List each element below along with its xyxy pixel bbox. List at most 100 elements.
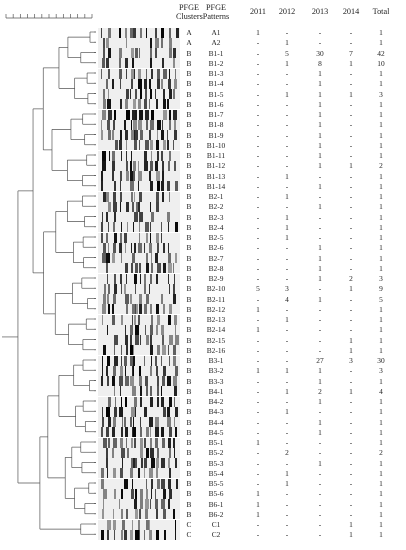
- cell-y2014: -: [349, 110, 353, 119]
- gel-band: [119, 232, 123, 243]
- cell-total: 1: [379, 253, 383, 263]
- cell-y2013: -: [318, 304, 322, 314]
- cell-y2012: -: [285, 253, 289, 263]
- gel-band: [139, 386, 142, 397]
- cell-total: 1: [379, 397, 383, 406]
- cell-y2013: 27: [316, 356, 324, 365]
- cell-y2011: -: [256, 335, 260, 345]
- cell-cluster: B: [186, 110, 192, 119]
- gel-band: [108, 201, 111, 212]
- cell-pattern: B2-6: [208, 243, 224, 253]
- gel-band: [157, 263, 161, 274]
- cell-total: 1: [379, 99, 383, 109]
- cell-y2013: 1: [318, 263, 322, 273]
- gel-band: [172, 89, 175, 99]
- cell-cluster: B: [186, 161, 192, 171]
- cell-pattern: B3-3: [208, 376, 224, 386]
- gel-band: [108, 109, 112, 120]
- gel-band: [119, 499, 121, 509]
- gel-band: [155, 509, 158, 520]
- gel-band: [162, 171, 165, 181]
- gel-band: [138, 294, 142, 304]
- gel-band: [131, 150, 133, 161]
- gel-band: [134, 212, 138, 222]
- gel-band: [107, 222, 110, 233]
- cell-y2011: 5: [256, 284, 260, 294]
- cell-cluster: B: [186, 202, 192, 212]
- gel-band: [124, 119, 127, 130]
- gel-band: [139, 130, 143, 140]
- gel-lane: [98, 396, 180, 407]
- gel-band: [143, 78, 147, 89]
- gel-band: [162, 376, 166, 386]
- gel-band: [105, 365, 108, 376]
- gel-band: [144, 376, 148, 386]
- cell-cluster: B: [186, 48, 192, 58]
- gel-band: [132, 253, 135, 263]
- gel-band: [125, 99, 128, 110]
- gel-band: [135, 48, 138, 58]
- gel-band: [167, 345, 169, 356]
- gel-band: [149, 78, 152, 89]
- gel-band: [125, 376, 129, 386]
- gel-band: [105, 191, 109, 202]
- gel-band: [126, 89, 129, 99]
- gel-band: [163, 263, 166, 274]
- gel-band: [102, 304, 107, 315]
- cell-pattern: B2-14: [206, 325, 226, 335]
- gel-band: [102, 294, 107, 304]
- gel-band: [106, 458, 108, 468]
- cell-y2011: -: [256, 110, 260, 119]
- gel-band: [146, 447, 149, 458]
- gel-band: [103, 283, 107, 294]
- gel-band: [138, 509, 142, 520]
- gel-band: [163, 68, 167, 79]
- cell-y2012: 4: [285, 294, 289, 304]
- cell-pattern: B4-5: [208, 427, 224, 437]
- cell-pattern: B1-12: [206, 161, 226, 171]
- gel-band: [101, 417, 104, 427]
- gel-band: [131, 406, 135, 417]
- cell-y2012: 1: [285, 315, 289, 324]
- cell-cluster: B: [186, 192, 192, 201]
- cell-pattern: B1-13: [206, 171, 226, 181]
- gel-band: [149, 499, 151, 509]
- cell-y2011: -: [256, 181, 260, 191]
- gel-band: [140, 89, 142, 99]
- gel-band: [107, 48, 111, 58]
- cell-y2014: -: [349, 192, 353, 201]
- cell-y2014: -: [349, 222, 353, 232]
- gel-band: [124, 529, 127, 540]
- cell-y2013: -: [318, 468, 322, 478]
- gel-band: [155, 37, 159, 48]
- gel-band: [150, 253, 152, 263]
- gel-band: [129, 355, 134, 366]
- cell-y2013: 1: [318, 140, 322, 150]
- gel-band: [133, 222, 135, 233]
- cell-pattern: B4-2: [208, 397, 224, 406]
- cell-y2011: 1: [256, 366, 260, 376]
- cell-y2011: 1: [256, 509, 260, 519]
- cell-y2013: -: [318, 479, 322, 488]
- gel-band: [173, 376, 178, 386]
- gel-band: [173, 130, 177, 140]
- gel-band: [125, 27, 128, 38]
- gel-band: [100, 27, 103, 38]
- cell-total: 1: [379, 202, 383, 212]
- gel-lane: [98, 27, 180, 38]
- cell-total: 1: [379, 304, 383, 314]
- cell-total: 1: [379, 325, 383, 335]
- gel-band: [160, 396, 165, 407]
- gel-band: [106, 324, 108, 335]
- gel-band: [133, 345, 135, 356]
- cell-y2012: -: [285, 520, 289, 529]
- cell-cluster: B: [186, 468, 192, 478]
- gel-band: [114, 181, 116, 192]
- cell-cluster: B: [186, 99, 192, 109]
- gel-band: [126, 273, 127, 284]
- gel-band: [167, 222, 170, 233]
- gel-band: [143, 406, 147, 417]
- cell-total: 1: [379, 335, 383, 345]
- gel-band: [145, 478, 147, 489]
- gel-band: [139, 109, 144, 120]
